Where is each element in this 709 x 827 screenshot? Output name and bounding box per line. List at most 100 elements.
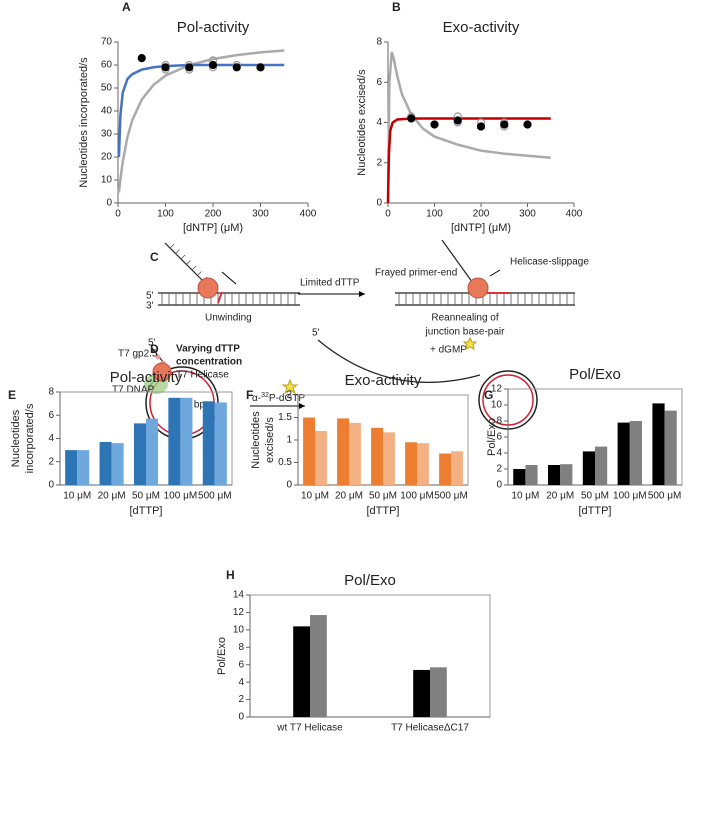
y-tick-label: 4 [376,117,382,128]
x-tick-label: T7 HelicaseΔC17 [391,723,469,734]
data-point [256,63,265,72]
bar [146,418,159,485]
data-point [430,120,439,129]
x-tick-label: 400 [566,209,583,220]
y-tick-label: 0 [238,712,244,723]
x-tick-label: wt T7 Helicase [276,723,343,734]
y-axis-label: Nucleotides [250,411,262,469]
y-tick-label: 1.5 [278,412,292,423]
label: 3' [146,301,154,312]
bar [111,443,124,485]
bar [202,401,215,485]
y-tick-label: 6 [238,659,244,670]
panel-label: D [150,342,159,356]
x-axis-label: [dNTP] (μM) [451,222,511,234]
x-tick-label: 10 μM [511,491,539,502]
rung [191,265,197,271]
bar [293,626,310,717]
y-tick-label: 6 [496,432,502,443]
y-tick-label: 8 [238,642,244,653]
y-axis-label: Nucleotides [10,409,22,467]
panel-label: G [484,388,493,402]
bar [652,403,665,485]
product [317,339,481,383]
x-tick-label: 20 μM [335,491,363,502]
y-tick-label: 0 [496,480,502,491]
y-tick-label: 0 [48,480,54,491]
bar [349,422,361,485]
ssb [155,354,161,360]
x-tick-label: 10 μM [63,491,91,502]
panel-label: B [392,0,401,14]
fit-curve [117,63,285,158]
chart-title: Exo-activity [443,19,520,36]
x-tick-label: 300 [252,209,269,220]
x-tick-label: 50 μM [581,491,609,502]
bar [65,450,78,485]
bar [133,423,146,485]
bar [548,465,561,485]
y-tick-label: 30 [101,129,113,140]
y-tick-label: 2 [496,464,502,475]
rung [169,243,175,249]
y-tick-label: 60 [101,60,113,71]
bar [439,453,451,485]
fit-curve [117,49,285,193]
bar [629,421,642,485]
y-tick-label: 0 [376,198,382,209]
y-tick-label: 6 [376,77,382,88]
label: Reannealing of [431,313,498,324]
bar [310,615,327,717]
bar [617,422,630,485]
helicase [197,277,219,299]
helicase [467,277,489,299]
x-axis-label: [dTTP] [129,505,162,517]
arrow [489,269,501,277]
bar [77,450,90,485]
helicase [152,362,172,382]
bar [315,431,327,485]
bar [413,669,430,717]
y-tick-label: 4 [48,433,54,444]
rung [180,254,186,260]
rung [197,271,202,276]
x-tick-label: 100 μM [613,491,647,502]
x-tick-label: 500 μM [648,491,682,502]
panel-label: E [8,388,16,402]
y-axis-label: Pol/Exo [216,637,228,675]
label: T7 Helicase [176,370,229,381]
bar [214,402,227,485]
label: 5' [148,338,156,349]
y-tick-label: 8 [376,37,382,48]
y-tick-label: 4 [496,448,502,459]
x-axis-label: [dTTP] [578,505,611,517]
y-tick-label: 12 [233,607,245,618]
plot-frame [249,594,491,718]
rung [175,249,180,254]
bar [168,397,181,485]
fit-curve [386,51,551,204]
data-point [137,53,146,63]
y-tick-label: 1 [286,435,292,446]
y-axis-label: incorporated/s [24,403,36,473]
x-tick-label: 200 [473,209,490,220]
x-tick-label: 400 [300,209,317,220]
bar [560,464,573,485]
label: Varying dTTP [176,344,240,355]
base-pairs [161,243,575,305]
bar [405,442,417,485]
y-tick-label: 2 [376,157,382,168]
bar [303,417,315,485]
y-tick-label: 8 [496,416,502,427]
y-tick-label: 10 [233,624,245,635]
y-tick-label: 2 [48,456,54,467]
y-tick-label: 10 [101,175,113,186]
label: + dGMP [430,345,467,356]
data-point [208,60,218,70]
bar [337,418,349,485]
x-tick-label: 100 [157,209,174,220]
bar [180,397,193,485]
x-tick-label: 500 μM [434,491,468,502]
y-axis-label: excised/s [264,417,276,463]
bar [383,432,395,485]
